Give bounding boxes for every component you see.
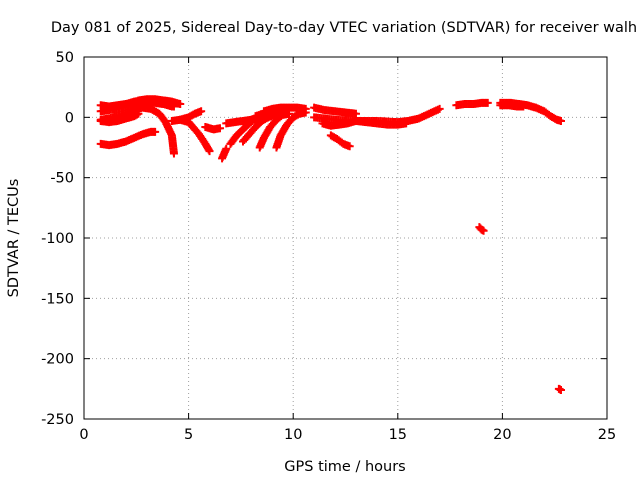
- series-outlier-2: [554, 384, 565, 395]
- y-axis-label: SDTVAR / TECUs: [6, 179, 22, 298]
- series-track-10: [218, 144, 231, 163]
- data-point: [556, 116, 565, 125]
- series-track-9: [201, 122, 224, 134]
- series-track-25: [496, 101, 528, 111]
- data-point: [222, 144, 231, 153]
- data-point: [215, 124, 224, 133]
- y-tick-label: -200: [41, 352, 74, 368]
- series-track-23: [452, 98, 492, 110]
- data-point: [483, 98, 492, 107]
- data-points: [96, 95, 565, 395]
- axis-ticks: 0 5 10 15 20 25 50 0 -50 -100 -150 -200 -250: [41, 50, 616, 443]
- x-tick-label: 15: [389, 427, 407, 443]
- data-point: [169, 149, 178, 158]
- data-point: [176, 100, 185, 109]
- x-tick-label: 20: [493, 427, 511, 443]
- series-track-5: [96, 103, 178, 158]
- y-tick-label: -100: [41, 231, 74, 247]
- series-track-15: [272, 108, 310, 152]
- series-track-20: [326, 131, 354, 151]
- x-axis-label: GPS time / hours: [284, 459, 405, 475]
- data-point: [351, 109, 360, 118]
- data-point: [197, 107, 206, 116]
- series-track-8: [176, 115, 214, 156]
- y-tick-label: -150: [41, 291, 74, 307]
- data-point: [479, 226, 488, 235]
- series-track-17: [251, 104, 294, 121]
- data-point: [519, 102, 528, 111]
- data-point: [151, 127, 160, 136]
- data-point: [345, 142, 354, 151]
- y-tick-label: 0: [65, 110, 74, 126]
- y-tick-label: -250: [41, 412, 74, 428]
- x-tick-label: 5: [184, 427, 193, 443]
- y-tick-label: 50: [56, 50, 74, 66]
- data-point: [556, 386, 565, 395]
- x-tick-label: 10: [284, 427, 302, 443]
- series-track-22: [351, 116, 411, 129]
- data-point: [205, 147, 214, 156]
- series-track-18: [310, 103, 360, 118]
- series-outlier-1: [475, 223, 488, 235]
- chart-title: Day 081 of 2025, Sidereal Day-to-day VTE…: [51, 20, 637, 36]
- data-point: [301, 104, 310, 113]
- data-point: [285, 104, 294, 113]
- data-point: [435, 104, 444, 113]
- series-track-6: [134, 95, 185, 109]
- series-track-1: [96, 127, 160, 150]
- data-point: [402, 119, 411, 128]
- x-tick-label: 25: [598, 427, 616, 443]
- y-tick-label: -50: [50, 171, 74, 187]
- x-tick-label: 0: [79, 427, 88, 443]
